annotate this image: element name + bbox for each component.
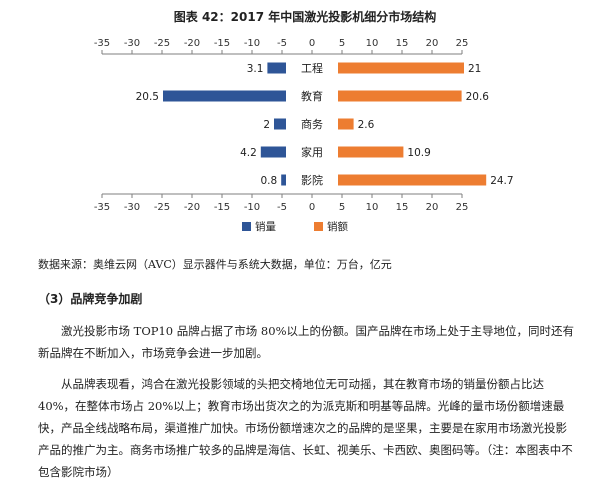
data-label-sales-volume: 0.8	[260, 175, 277, 187]
bar-sales-volume	[274, 118, 286, 130]
top-tick-label: -10	[244, 38, 260, 49]
paragraph-1: 激光投影市场 TOP10 品牌占据了市场 80%以上的份额。国产品牌在市场上处于…	[38, 324, 574, 360]
bar-sales-value	[338, 146, 404, 158]
bottom-tick-label: 25	[456, 202, 469, 213]
bottom-tick-label: -15	[214, 202, 230, 213]
bar-sales-volume	[267, 62, 286, 74]
bottom-tick-label: -20	[184, 202, 200, 213]
category-label: 商务	[301, 117, 323, 131]
bottom-tick-label: 20	[426, 202, 439, 213]
top-tick-label: -30	[124, 38, 140, 49]
legend-swatch	[242, 222, 251, 231]
legend-label: 销量	[255, 220, 276, 233]
bottom-tick-label: -25	[154, 202, 170, 213]
category-label: 家用	[301, 145, 323, 159]
data-source-note: 数据来源：奥维云网（AVC）显示器件与系统大数据，单位：万台，亿元	[38, 258, 392, 271]
section-heading: （3）品牌竞争加剧	[38, 292, 143, 306]
bottom-tick-label: 5	[339, 202, 345, 213]
bar-sales-value	[338, 90, 462, 102]
bar-sales-value	[338, 118, 354, 130]
top-tick-label: 20	[426, 38, 439, 49]
bottom-tick-label: 0	[309, 202, 315, 213]
legend-label: 销额	[327, 220, 348, 233]
bar-chart: -35 -35 -30 -30 -25 -25 -20 -20 -15 -15 -10 -10 -5 -5…	[94, 38, 514, 233]
top-tick-label: 15	[396, 38, 409, 49]
top-tick-label: 25	[456, 38, 469, 49]
bar-sales-volume	[281, 174, 286, 186]
bottom-tick-label: -5	[277, 202, 287, 213]
data-label-sales-value: 21	[468, 63, 481, 75]
top-tick-label: -35	[94, 38, 110, 49]
top-tick-label: 10	[366, 38, 379, 49]
data-label-sales-volume: 4.2	[240, 147, 257, 159]
bar-sales-volume	[260, 146, 286, 158]
bar-sales-value	[338, 174, 487, 186]
bottom-tick-label: 10	[366, 202, 379, 213]
bar-sales-volume	[163, 90, 286, 102]
top-tick-label: 0	[309, 38, 315, 49]
data-label-sales-value: 24.7	[490, 175, 513, 187]
top-tick-label: 5	[339, 38, 345, 49]
category-label: 教育	[301, 89, 323, 103]
category-label: 影院	[301, 173, 323, 187]
bottom-tick-label: -30	[124, 202, 140, 213]
bottom-tick-label: -10	[244, 202, 260, 213]
top-tick-label: -5	[277, 38, 287, 49]
data-label-sales-volume: 3.1	[247, 63, 264, 75]
top-tick-label: -20	[184, 38, 200, 49]
data-label-sales-volume: 2	[263, 119, 270, 131]
data-label-sales-value: 20.6	[466, 91, 490, 103]
data-label-sales-value: 2.6	[358, 119, 375, 131]
top-tick-label: -25	[154, 38, 170, 49]
data-label-sales-value: 10.9	[407, 147, 430, 159]
bottom-tick-label: 15	[396, 202, 409, 213]
data-label-sales-volume: 20.5	[136, 91, 159, 103]
bar-sales-value	[338, 62, 464, 74]
legend-swatch	[314, 222, 323, 231]
category-label: 工程	[301, 62, 323, 75]
bottom-tick-label: -35	[94, 202, 110, 213]
top-tick-label: -15	[214, 38, 230, 49]
chart-title: 图表 42：2017 年中国激光投影机细分市场结构	[173, 10, 437, 24]
chart-area: -35 -35 -30 -30 -25 -25 -20 -20 -15 -15 -10 -10 -5 -5…	[60, 28, 530, 258]
paragraph-2: 从品牌表现看，鸿合在激光投影领域的头把交椅地位无可动摇，其在教育市场的销量份额占…	[38, 377, 573, 479]
